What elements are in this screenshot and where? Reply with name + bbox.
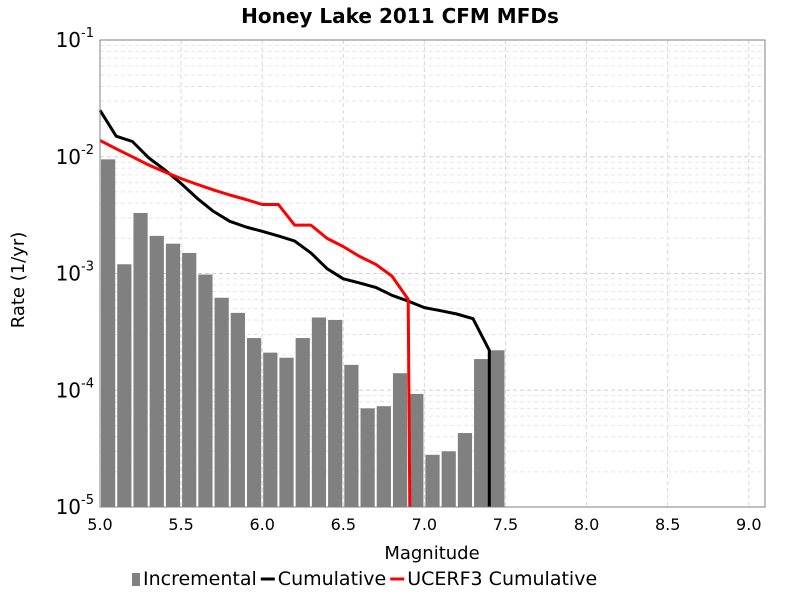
y-tick-label: 10-1 xyxy=(56,26,94,52)
incremental-bar xyxy=(214,297,229,507)
chart-title: Honey Lake 2011 CFM MFDs xyxy=(241,4,559,28)
incremental-bar xyxy=(457,433,473,507)
incremental-bar xyxy=(149,235,164,507)
incremental-bar xyxy=(441,451,456,507)
y-tick-label: 10-3 xyxy=(56,260,94,286)
legend-item-ucerf3-cumulative: UCERF3 Cumulative xyxy=(390,568,597,590)
y-tick-label: 10-4 xyxy=(56,376,94,402)
x-tick-label: 7.5 xyxy=(493,515,518,534)
x-tick-label: 9.0 xyxy=(736,515,761,534)
series-lines xyxy=(98,109,491,508)
incremental-bar xyxy=(182,252,197,507)
incremental-bar xyxy=(198,274,213,507)
incremental-bar xyxy=(279,357,294,507)
incremental-bar xyxy=(133,212,148,507)
x-tick-label: 8.0 xyxy=(574,515,599,534)
incremental-bar xyxy=(328,319,343,507)
legend-item-incremental: Incremental xyxy=(132,568,257,590)
y-axis-label: Rate (1/yr) xyxy=(8,232,29,329)
ucerf3-cumulative-line xyxy=(99,139,412,508)
incremental-bar xyxy=(263,352,278,507)
incremental-bar xyxy=(376,406,391,507)
incremental-bar xyxy=(344,364,359,507)
legend-label: Cumulative xyxy=(278,568,386,590)
x-tick-labels: 5.0 5.5 6.0 6.5 7.0 7.5 8.0 8.5 9.0 xyxy=(87,515,761,534)
y-tick-label: 10-5 xyxy=(56,493,94,519)
incremental-bar xyxy=(101,159,116,507)
incremental-bar xyxy=(117,264,132,507)
x-tick-label: 8.5 xyxy=(655,515,680,534)
incremental-bar xyxy=(165,243,181,507)
incremental-bar xyxy=(409,393,424,507)
incremental-bar xyxy=(490,350,505,507)
y-tick-label: 10-2 xyxy=(56,143,94,169)
legend-label: Incremental xyxy=(143,568,257,590)
incremental-bar xyxy=(474,359,489,507)
incremental-bar xyxy=(311,317,327,507)
x-tick-label: 6.0 xyxy=(249,515,274,534)
incremental-bars xyxy=(101,159,505,507)
incremental-bar xyxy=(425,454,440,507)
legend-item-cumulative: Cumulative xyxy=(260,568,386,590)
legend: Incremental Cumulative UCERF3 Cumulative xyxy=(132,568,597,590)
legend-swatch xyxy=(132,573,140,586)
x-axis-label: Magnitude xyxy=(384,543,479,564)
x-tick-label: 5.5 xyxy=(168,515,193,534)
x-tick-label: 7.0 xyxy=(412,515,437,534)
y-tick-labels: 10-5 10-4 10-3 10-2 10-1 xyxy=(56,26,94,519)
plot-area xyxy=(99,39,766,508)
incremental-bar xyxy=(295,338,310,507)
incremental-bar xyxy=(246,338,262,507)
legend-label: UCERF3 Cumulative xyxy=(407,568,597,590)
x-tick-label: 5.0 xyxy=(87,515,112,534)
x-tick-label: 6.5 xyxy=(331,515,356,534)
incremental-bar xyxy=(360,408,375,507)
incremental-bar xyxy=(392,373,408,507)
grid-lines xyxy=(99,40,765,508)
incremental-bar xyxy=(230,312,245,507)
